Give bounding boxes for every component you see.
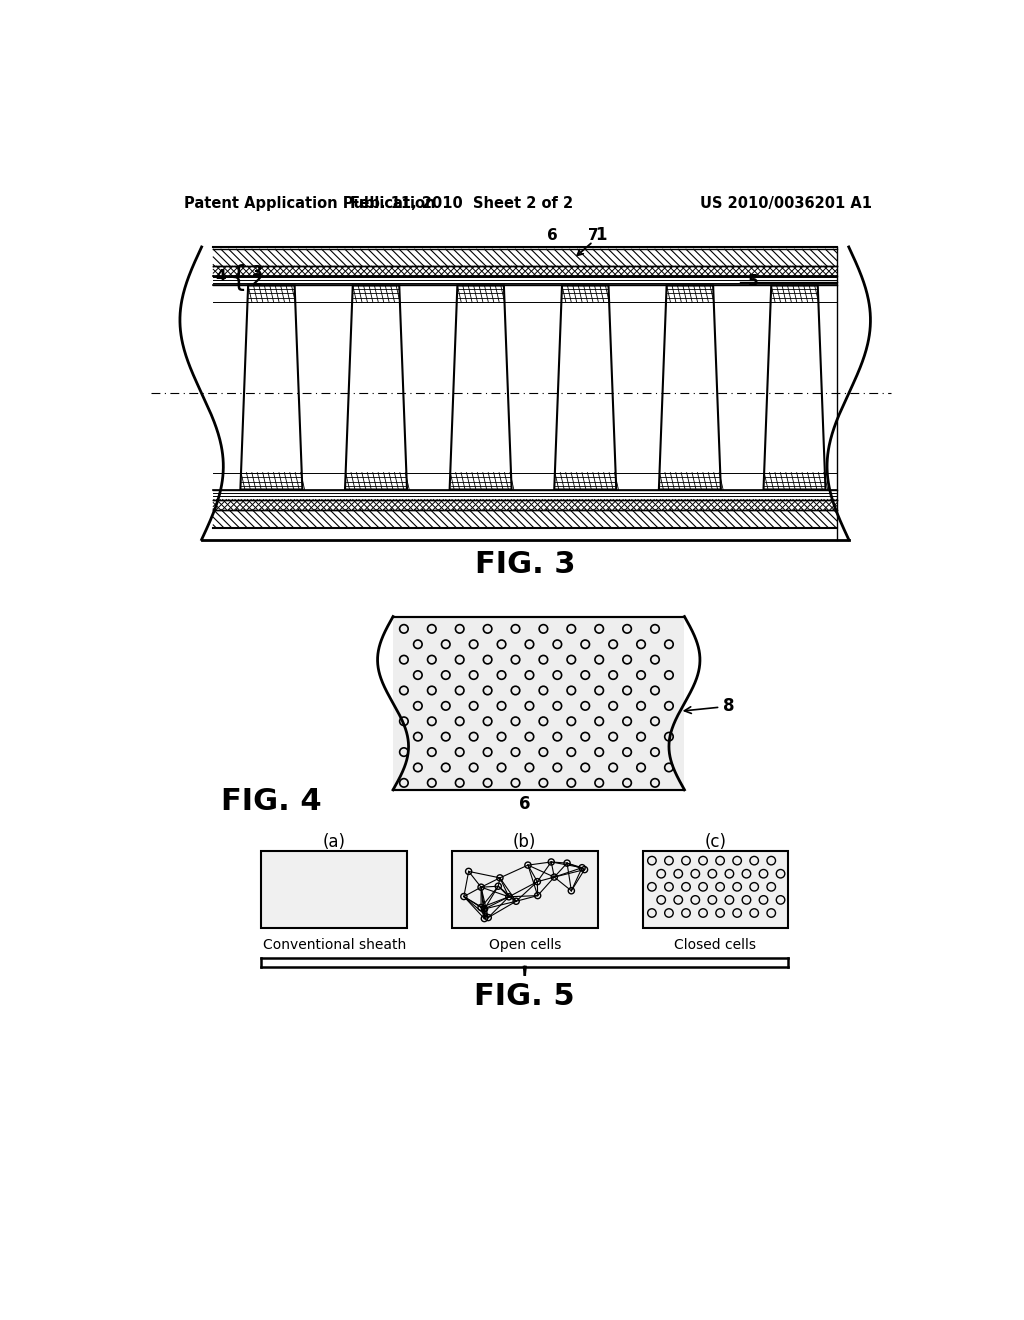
Text: FIG. 3: FIG. 3 bbox=[474, 550, 575, 579]
Bar bbox=[261, 851, 407, 928]
Text: FIG. 5: FIG. 5 bbox=[474, 982, 575, 1011]
Text: 4: 4 bbox=[215, 269, 225, 284]
Polygon shape bbox=[241, 285, 302, 490]
Polygon shape bbox=[554, 285, 616, 490]
Text: Conventional sheath: Conventional sheath bbox=[262, 939, 406, 952]
Text: (a): (a) bbox=[323, 833, 346, 851]
Text: (b): (b) bbox=[513, 833, 537, 851]
Text: Patent Application Publication: Patent Application Publication bbox=[183, 195, 435, 211]
Text: 7: 7 bbox=[588, 228, 598, 243]
Text: (c): (c) bbox=[705, 833, 726, 851]
Bar bbox=[213, 267, 838, 276]
Text: {: { bbox=[230, 264, 248, 292]
Bar bbox=[452, 851, 598, 928]
Text: 6: 6 bbox=[547, 228, 558, 243]
Text: 3: 3 bbox=[252, 265, 262, 280]
Bar bbox=[213, 510, 838, 528]
Polygon shape bbox=[764, 285, 825, 490]
Text: 8: 8 bbox=[684, 697, 734, 715]
Text: 5: 5 bbox=[748, 275, 759, 289]
Polygon shape bbox=[450, 285, 512, 490]
Text: US 2010/0036201 A1: US 2010/0036201 A1 bbox=[700, 195, 872, 211]
Text: Closed cells: Closed cells bbox=[675, 939, 757, 952]
Text: 2: 2 bbox=[252, 272, 263, 288]
Text: Feb. 11, 2010  Sheet 2 of 2: Feb. 11, 2010 Sheet 2 of 2 bbox=[349, 195, 572, 211]
Bar bbox=[213, 249, 838, 267]
Text: 1: 1 bbox=[595, 227, 606, 244]
Bar bbox=[643, 851, 788, 928]
Bar bbox=[393, 616, 684, 789]
Polygon shape bbox=[345, 285, 407, 490]
Text: FIG. 4: FIG. 4 bbox=[221, 787, 322, 816]
Bar bbox=[213, 499, 838, 510]
Polygon shape bbox=[658, 285, 721, 490]
Text: 6: 6 bbox=[519, 795, 530, 813]
Text: Open cells: Open cells bbox=[488, 939, 561, 952]
